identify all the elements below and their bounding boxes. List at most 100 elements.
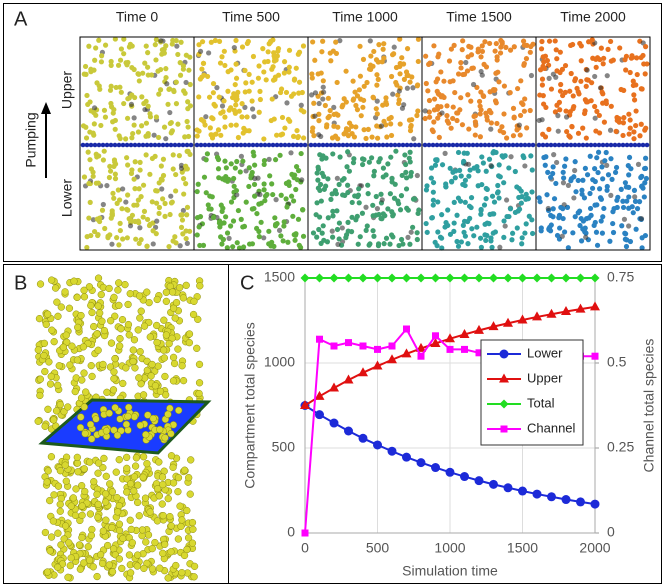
channel-particle (628, 142, 634, 148)
marker (445, 333, 455, 343)
particle (42, 320, 50, 329)
particle (170, 359, 179, 368)
particle (351, 134, 358, 140)
particle (314, 234, 320, 240)
x-tick-label: 2000 (579, 540, 610, 556)
particle (250, 106, 256, 112)
particle (160, 196, 166, 202)
particle (605, 46, 611, 52)
marker (358, 273, 368, 283)
particle (261, 157, 268, 164)
particle (190, 562, 199, 571)
particle (160, 354, 168, 362)
particle (115, 520, 124, 528)
particle (560, 169, 566, 175)
particle (216, 38, 223, 44)
particle (136, 421, 144, 430)
particle (262, 198, 268, 204)
particle (471, 165, 477, 171)
particle (126, 95, 132, 101)
particle (626, 194, 632, 200)
particle (398, 236, 405, 243)
particle (113, 84, 119, 91)
particle (195, 360, 204, 369)
marker (358, 433, 368, 443)
particle (603, 149, 609, 156)
particle (190, 297, 198, 306)
particle (560, 180, 567, 186)
particle (415, 58, 421, 65)
channel-particle (128, 142, 134, 148)
particle (145, 133, 151, 139)
particle (243, 80, 249, 86)
particle (504, 135, 510, 141)
particle (220, 236, 226, 243)
particle (501, 83, 508, 89)
particle (147, 171, 153, 177)
particle (568, 176, 575, 182)
particle (639, 245, 645, 251)
particle (572, 159, 578, 165)
particle (489, 244, 495, 250)
particle (179, 294, 187, 302)
channel-particle (120, 142, 126, 148)
particle (115, 62, 122, 68)
particle (389, 209, 395, 215)
particle (424, 229, 430, 235)
particle (407, 79, 413, 85)
particle (385, 206, 391, 212)
upper-label: Upper (59, 71, 75, 109)
particle (408, 169, 414, 176)
channel-particle (270, 142, 276, 148)
particle (319, 230, 325, 236)
particle (459, 122, 466, 128)
particle (156, 204, 163, 211)
channel-particle (560, 142, 566, 148)
particle (374, 72, 380, 78)
marker (459, 328, 470, 338)
cell-frame (421, 36, 537, 251)
particle (251, 181, 258, 188)
particle (274, 132, 280, 138)
particle (478, 89, 484, 95)
particle (80, 465, 88, 473)
particle (147, 372, 155, 380)
particle (584, 172, 591, 178)
particle (491, 199, 498, 205)
particle (454, 212, 460, 218)
particle (133, 551, 142, 559)
particle (176, 153, 182, 159)
particle (135, 129, 142, 135)
particle (314, 170, 320, 176)
particle (466, 126, 472, 132)
particle (134, 202, 140, 208)
particle (125, 59, 131, 66)
particle (484, 232, 490, 239)
particle (110, 375, 118, 383)
particle (439, 212, 445, 218)
particle (552, 38, 558, 44)
particle (460, 38, 466, 44)
channel-particle (108, 142, 114, 148)
particle (161, 372, 169, 381)
particle (627, 125, 633, 131)
particle (249, 206, 255, 212)
particle (181, 466, 189, 474)
particle (228, 122, 234, 128)
particle (55, 362, 63, 370)
particle (613, 128, 619, 134)
particle (160, 346, 168, 354)
particle (87, 157, 93, 163)
particle (599, 164, 605, 170)
channel-particle (540, 142, 546, 148)
particle (184, 534, 193, 542)
particle (164, 81, 170, 87)
particle (530, 41, 536, 47)
particle (637, 133, 643, 139)
particle (167, 452, 176, 460)
particle (136, 348, 144, 356)
particle (54, 529, 62, 537)
particle (414, 236, 420, 243)
particle (474, 84, 480, 91)
particle (583, 216, 590, 222)
